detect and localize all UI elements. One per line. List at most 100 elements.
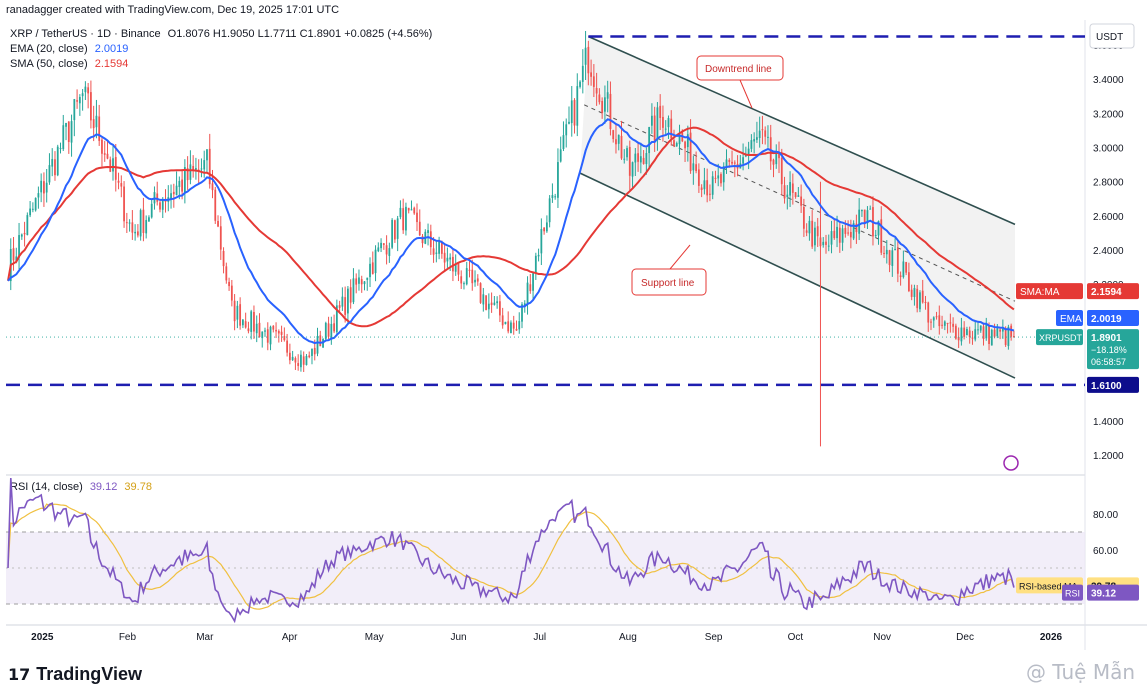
candle-body [230,285,233,301]
candle-body [454,263,457,272]
candle-body [899,275,902,278]
candle-body [371,262,374,274]
candle-body [485,295,487,310]
candle-body [43,181,45,194]
candle-body [673,140,675,147]
candle-body [208,148,211,185]
candle-body [26,215,29,236]
candle-body [587,46,590,74]
candle-body [783,185,786,199]
candle-body [316,335,319,354]
candle-body [291,356,294,361]
candle-body [219,226,222,250]
rsi-line[interactable] [7,477,1015,624]
candle-body [175,185,178,195]
candle-body [95,115,98,128]
candle-body [650,115,653,126]
candle-body [858,209,861,234]
candle-body [941,324,943,326]
candle-body [493,302,496,305]
support-line[interactable] [579,172,1016,379]
candle-body [689,132,692,172]
candle-body [822,241,825,246]
candle-body [31,208,34,210]
candle-body [393,220,396,240]
price-sym-tag-box[interactable] [1036,329,1083,346]
rsi-tag-label: RSI [1065,589,1080,599]
candle-body [15,256,18,262]
candle-body [300,354,302,368]
candle-body [286,340,289,353]
candle-body [344,297,347,315]
low-level-tag-text: 1.6100 [1091,381,1122,392]
candle-body [275,329,277,332]
candle-body [311,348,313,356]
currency-box[interactable] [1089,23,1135,49]
time-tick-label: Jul [533,632,546,643]
candle-body [48,165,51,183]
ema-tag-box[interactable] [1056,309,1083,326]
ema-label: EMA (20, close) [10,43,88,55]
candle-body [465,268,468,285]
candle-body [678,133,681,145]
candle-body [764,130,767,137]
price-tag-change: −18.18% [1091,345,1127,355]
candle-body [73,99,76,121]
candle-body [258,322,261,337]
downtrend-line[interactable] [588,35,1016,226]
candle-body [938,315,941,327]
candle-body [717,175,720,179]
watermark: @ Tuệ Mẫn [1025,660,1135,684]
legend-rsi-row[interactable]: RSI (14, close) 39.12 39.78 [10,481,152,493]
ema-value-tag-box[interactable] [1087,309,1139,326]
low-level-tag-box[interactable] [1087,376,1139,393]
ema-tag-label: EMA [1060,314,1082,325]
candle-body [499,301,501,316]
tradingview-logo[interactable]: 17 TradingView [8,664,142,685]
candle-body [280,331,283,335]
rsi-tag-box[interactable] [1062,584,1083,601]
candle-body [775,153,778,165]
price-tag-box[interactable] [1087,329,1139,370]
candle-body [570,100,573,124]
candle-body [932,317,935,321]
candle-body [747,148,750,155]
candle-body [977,329,979,331]
candle-body [891,250,894,266]
candle-body [150,203,153,218]
candle-body [902,261,905,278]
sma50-line[interactable] [7,126,1015,328]
channel-fill [580,36,1015,379]
candle-body [982,326,985,340]
legend-sma-row[interactable]: SMA (50, close) 2.1594 [10,58,128,70]
candle-body [703,180,706,190]
sma-value-tag-box[interactable] [1087,283,1139,300]
candle-body [241,319,244,326]
candle-body [540,228,543,254]
candle-body [954,325,957,339]
candle-body [767,136,769,138]
candle-body [532,273,534,291]
alert-icon[interactable] [1003,455,1019,471]
price-tick-label: 3.2000 [1093,109,1124,120]
candle-body [476,278,479,282]
candle-body [576,86,579,126]
sma-tag-box[interactable] [1016,283,1083,300]
symbol-label[interactable]: XRP / TetherUS · 1D · Binance [10,28,161,40]
ema20-line[interactable] [7,118,1015,345]
candle-body [825,241,827,245]
candle-body [405,206,407,231]
support-callout-box[interactable] [631,268,707,296]
candle-body [352,278,355,303]
candle-body [592,76,595,87]
legend-ema-row[interactable]: EMA (20, close) 2.0019 [10,43,128,55]
candle-body [98,116,101,141]
rsi-value-box[interactable] [1087,584,1139,601]
candle-body [429,231,432,248]
candle-body [211,183,214,191]
rsi-value: 39.12 [89,481,118,493]
candle-body [731,161,733,164]
candle-body [670,118,673,139]
price-tag-value: 1.8901 [1091,333,1122,344]
